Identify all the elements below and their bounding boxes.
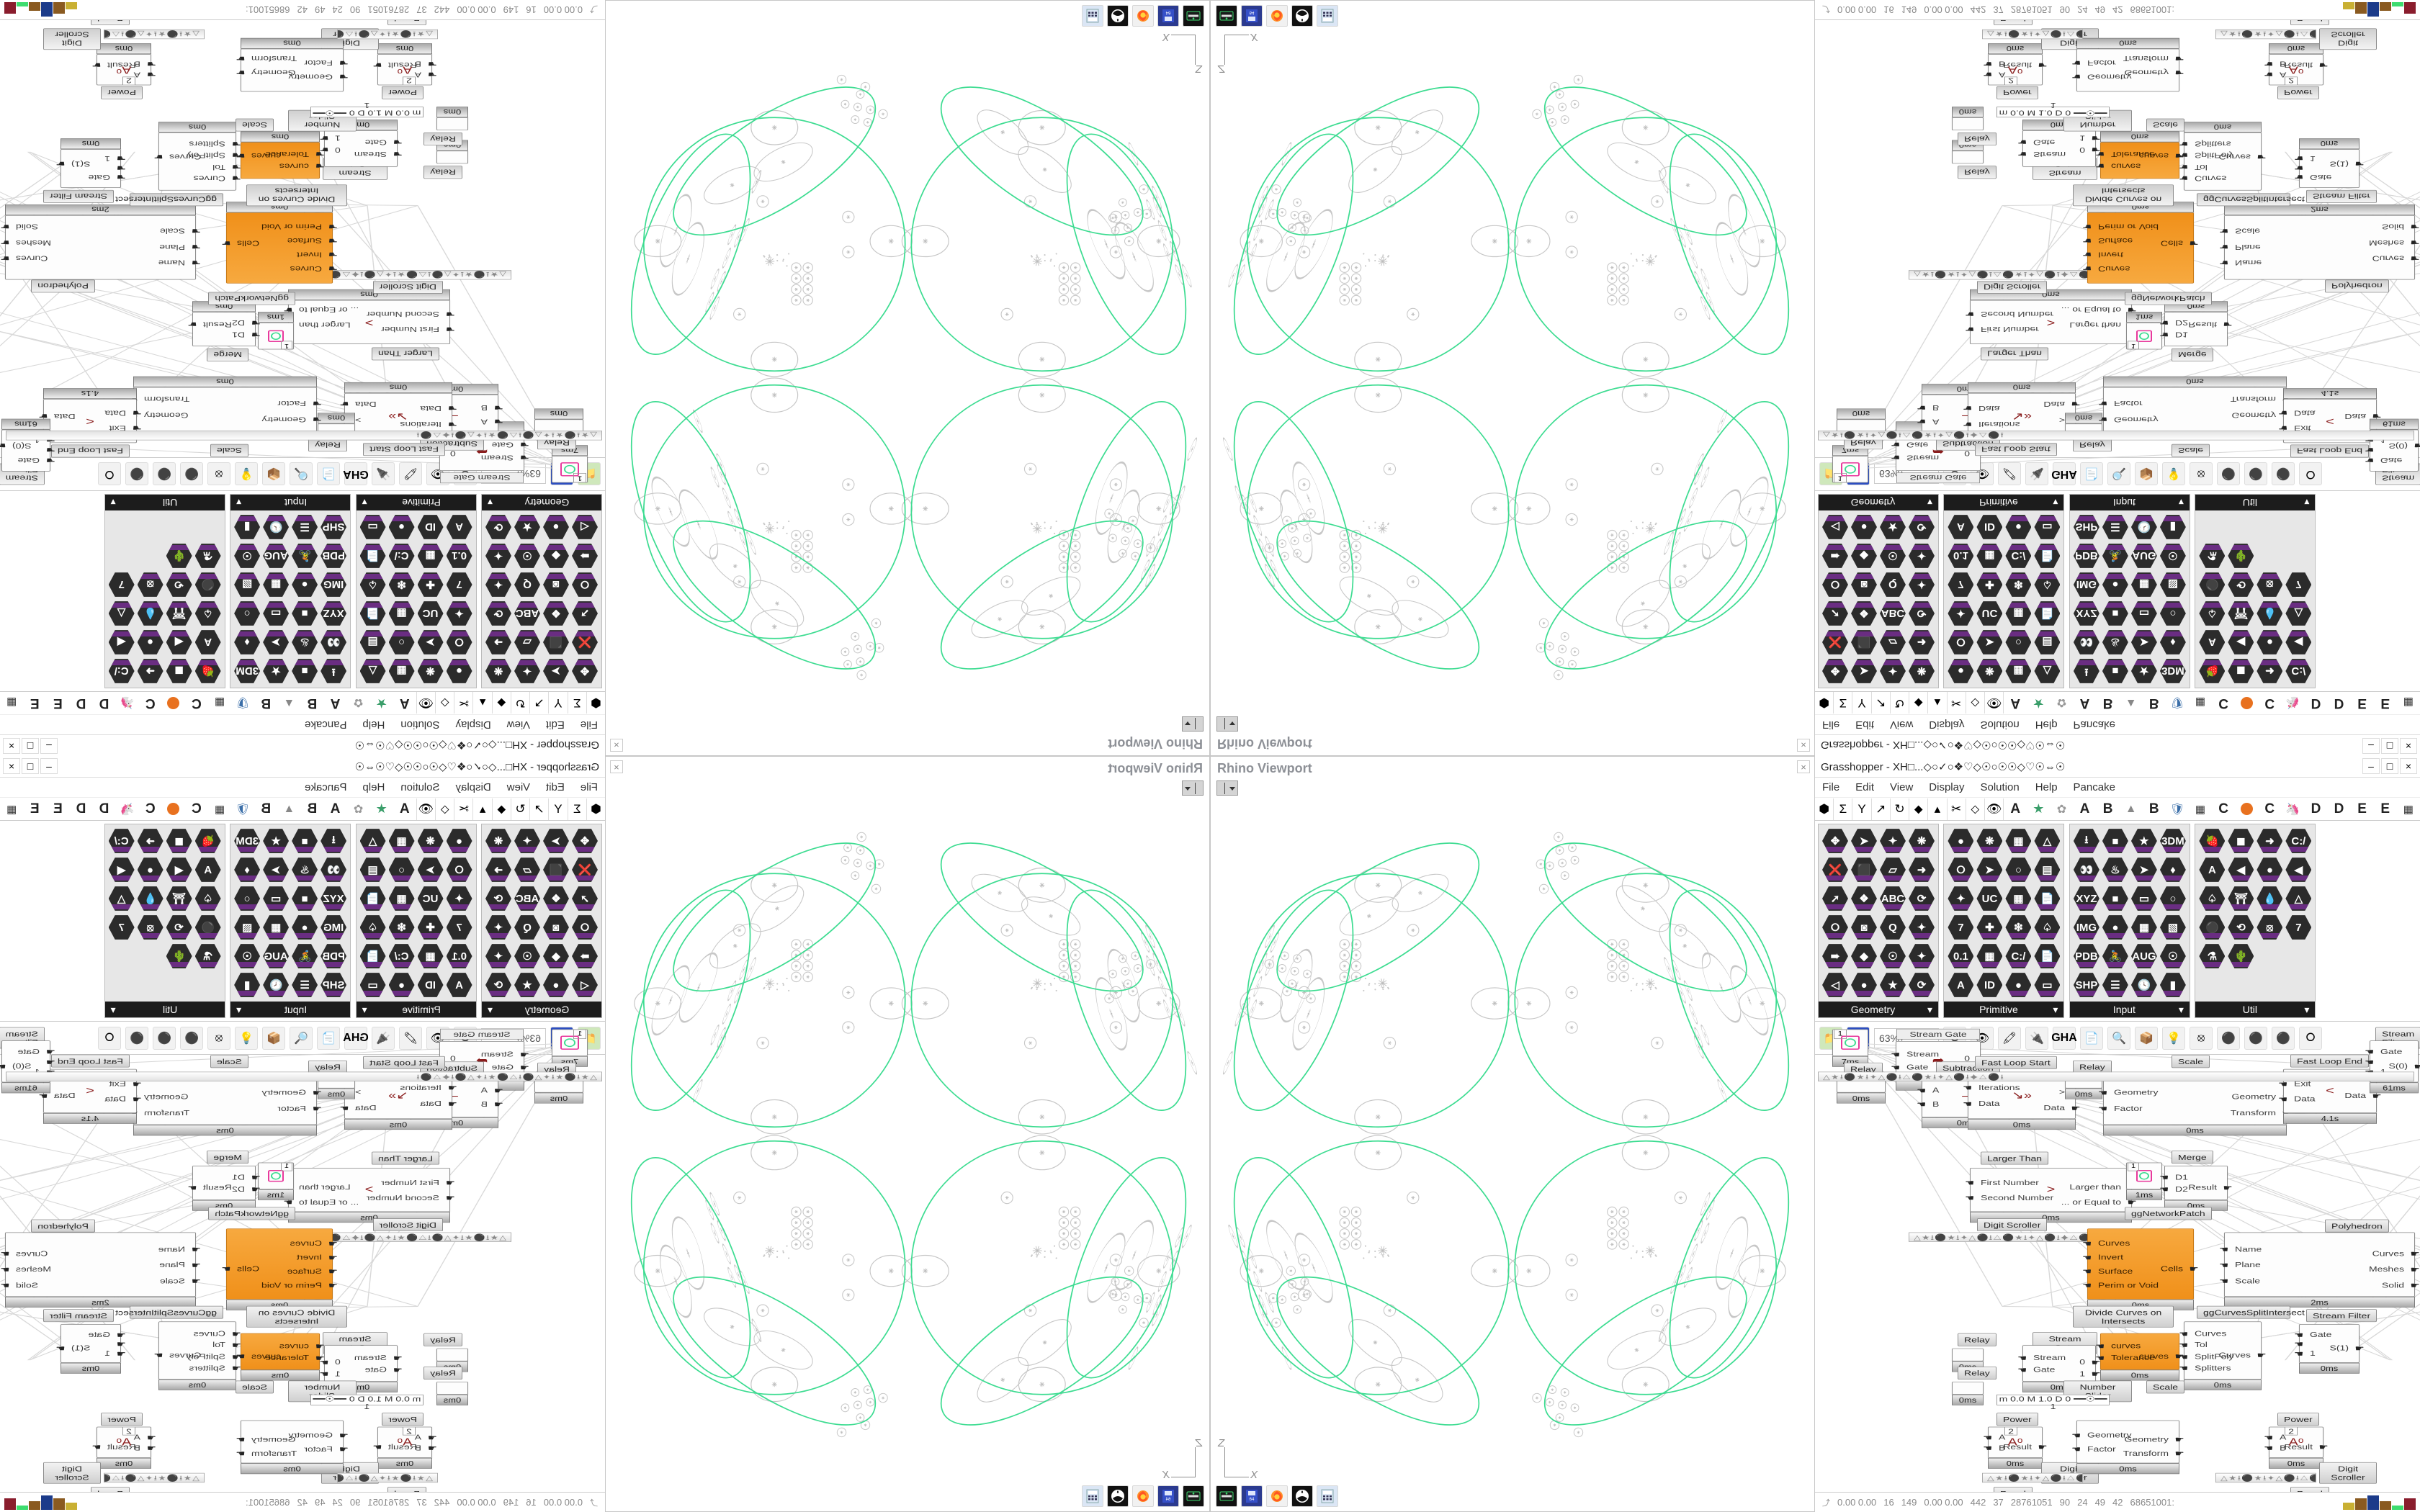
svg-text:64: 64 bbox=[1165, 10, 1170, 14]
svg-text:64: 64 bbox=[1250, 10, 1255, 14]
svg-text:64: 64 bbox=[1165, 1498, 1170, 1502]
